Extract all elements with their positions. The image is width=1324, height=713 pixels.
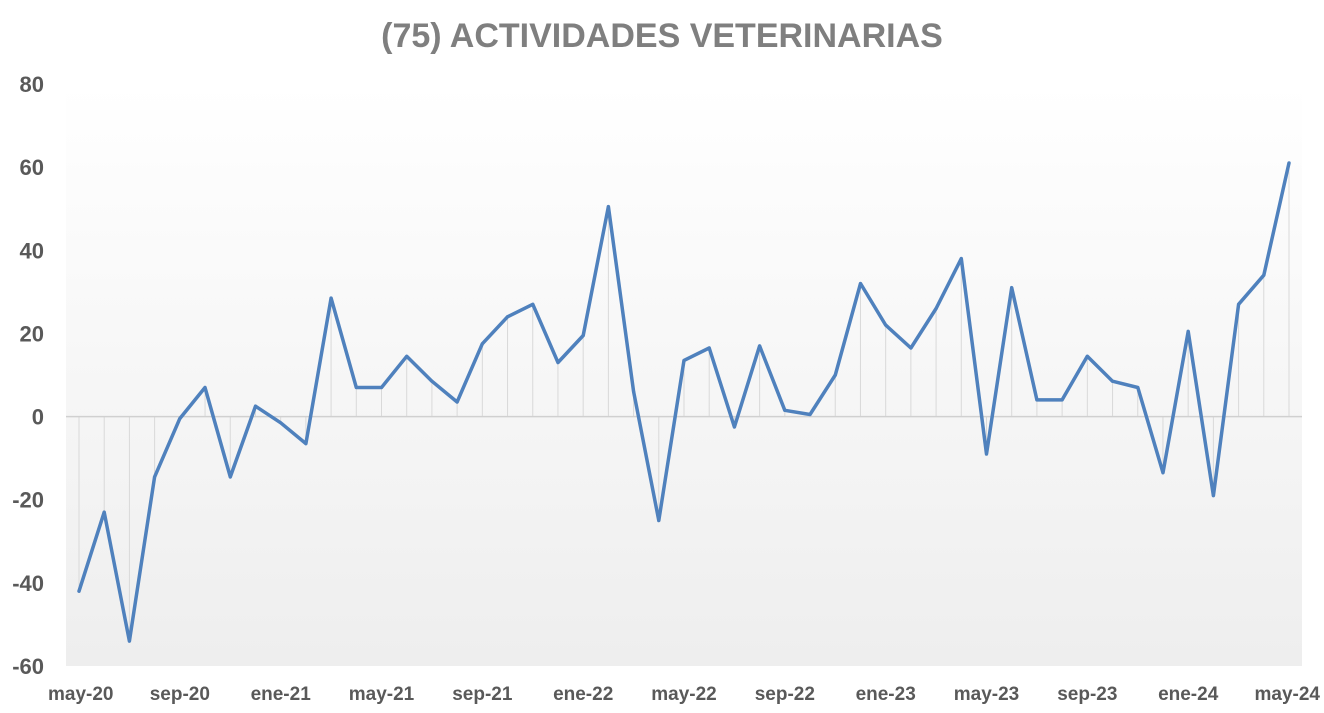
data-point [480,342,484,346]
data-point [657,519,661,522]
x-tick-label: sep-23 [1057,684,1117,705]
chart-title: (75) ACTIVIDADES VETERINARIAS [381,17,943,55]
data-point [329,296,333,300]
data-point [707,346,711,350]
data-point [1060,398,1064,402]
data-point [783,408,787,412]
data-point [1237,302,1241,306]
x-tick-label: sep-20 [150,684,210,705]
x-tick-label: may-23 [954,684,1020,705]
data-point [959,257,963,261]
data-point [102,510,106,514]
y-tick-label: -40 [12,571,44,596]
data-point [1161,471,1165,475]
x-tick-label: sep-21 [452,684,513,705]
data-point [1085,354,1089,358]
x-tick-label: may-22 [651,684,717,705]
data-point [1287,161,1291,165]
series [77,161,1291,643]
data-point [228,475,232,479]
y-tick-label: 0 [32,405,44,430]
data-point [153,475,157,479]
data-point [253,404,257,408]
data-point [758,344,762,348]
data-point [1010,286,1014,290]
data-point [606,205,610,209]
y-tick-label: -20 [12,488,44,513]
data-point [808,412,812,416]
data-point [1262,273,1266,277]
y-tick-label: -60 [12,654,44,679]
data-point [909,346,913,350]
data-point [178,417,182,421]
data-point [77,589,81,593]
data-point [1136,385,1140,389]
data-point [884,323,888,327]
data-point [581,334,585,338]
data-point [354,385,358,389]
data-point [506,315,510,319]
x-tick-label: ene-24 [1158,684,1219,705]
y-axis: 80 60 40 20 0 -20 -40 -60 [12,72,44,679]
y-tick-label: 80 [20,72,44,97]
data-point [380,385,383,389]
x-tick-label: sep-22 [755,684,815,705]
data-point [1186,329,1190,333]
drop-lines [78,162,1290,642]
data-point [279,421,283,425]
data-point [127,639,131,643]
x-tick-label: may-24 [1255,684,1321,705]
data-point [682,358,686,362]
y-tick-label: 60 [20,155,44,180]
data-point [833,373,837,377]
y-tick-label: 40 [20,238,44,263]
data-point [203,385,207,389]
data-point [304,442,308,446]
data-point [531,302,535,306]
data-point [632,390,636,394]
x-tick-label: may-21 [349,684,415,705]
data-point [1035,398,1039,402]
x-tick-label: ene-23 [856,684,916,705]
x-tick-label: ene-22 [553,684,613,705]
data-point [405,354,409,358]
data-point [430,379,434,383]
data-point [1111,379,1115,383]
y-tick-label: 20 [20,321,44,346]
x-axis: may-20 sep-20 ene-21 may-21 sep-21 ene-22 may-… [48,684,1320,705]
x-tick-label: may-20 [48,684,114,705]
x-tick-label: ene-21 [251,684,312,705]
data-point [985,452,988,456]
data-point [934,306,938,310]
data-point [455,400,459,404]
data-point [858,282,862,286]
data-point [556,361,560,365]
data-point [732,425,736,429]
data-point [1211,494,1215,498]
